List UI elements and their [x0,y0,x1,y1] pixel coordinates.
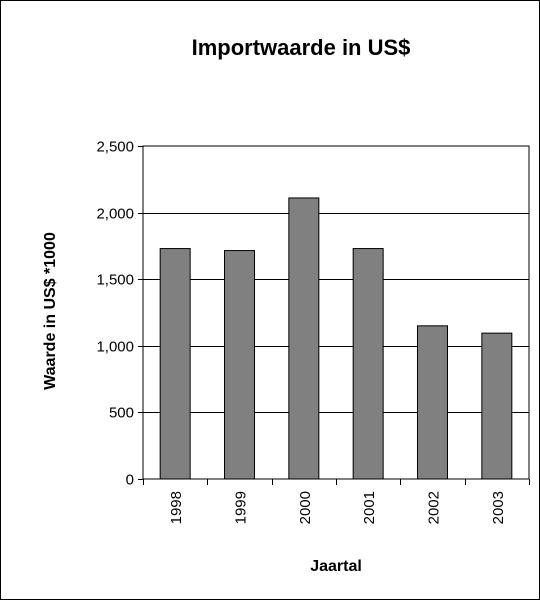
y-axis-title: Waarde in US$ *1000 [42,232,59,390]
y-tick-label: 0 [126,472,134,489]
gridlines [143,213,529,413]
x-tick-label: 2000 [297,491,314,524]
x-tick-label: 2003 [490,491,507,524]
y-axis-ticks: 0 500 1,000 1,500 2,000 2,500 [96,139,143,489]
bars [159,197,513,480]
chart-title: Importwaarde in US$ [192,35,411,60]
bar-2001 [352,248,384,480]
bar-2003 [481,332,513,480]
plot-area [142,145,530,480]
bar-1998 [159,248,191,480]
x-tick-label: 2001 [361,491,378,524]
y-tick-label: 2,500 [96,139,134,156]
y-tick-label: 500 [109,405,134,422]
x-tick-label: 1998 [168,491,185,524]
bar-1999 [224,250,255,480]
x-axis-ticks: 1998 1999 2000 2001 2002 2003 [143,479,530,524]
bar-2000 [288,197,320,480]
y-tick-label: 1,500 [96,272,134,289]
bar-2002 [417,325,448,480]
x-axis-title: Jaartal [310,558,362,575]
x-tick-label: 2002 [426,491,443,524]
y-tick-label: 2,000 [96,206,134,223]
x-tick-label: 1999 [233,491,250,524]
y-tick-label: 1,000 [96,339,134,356]
